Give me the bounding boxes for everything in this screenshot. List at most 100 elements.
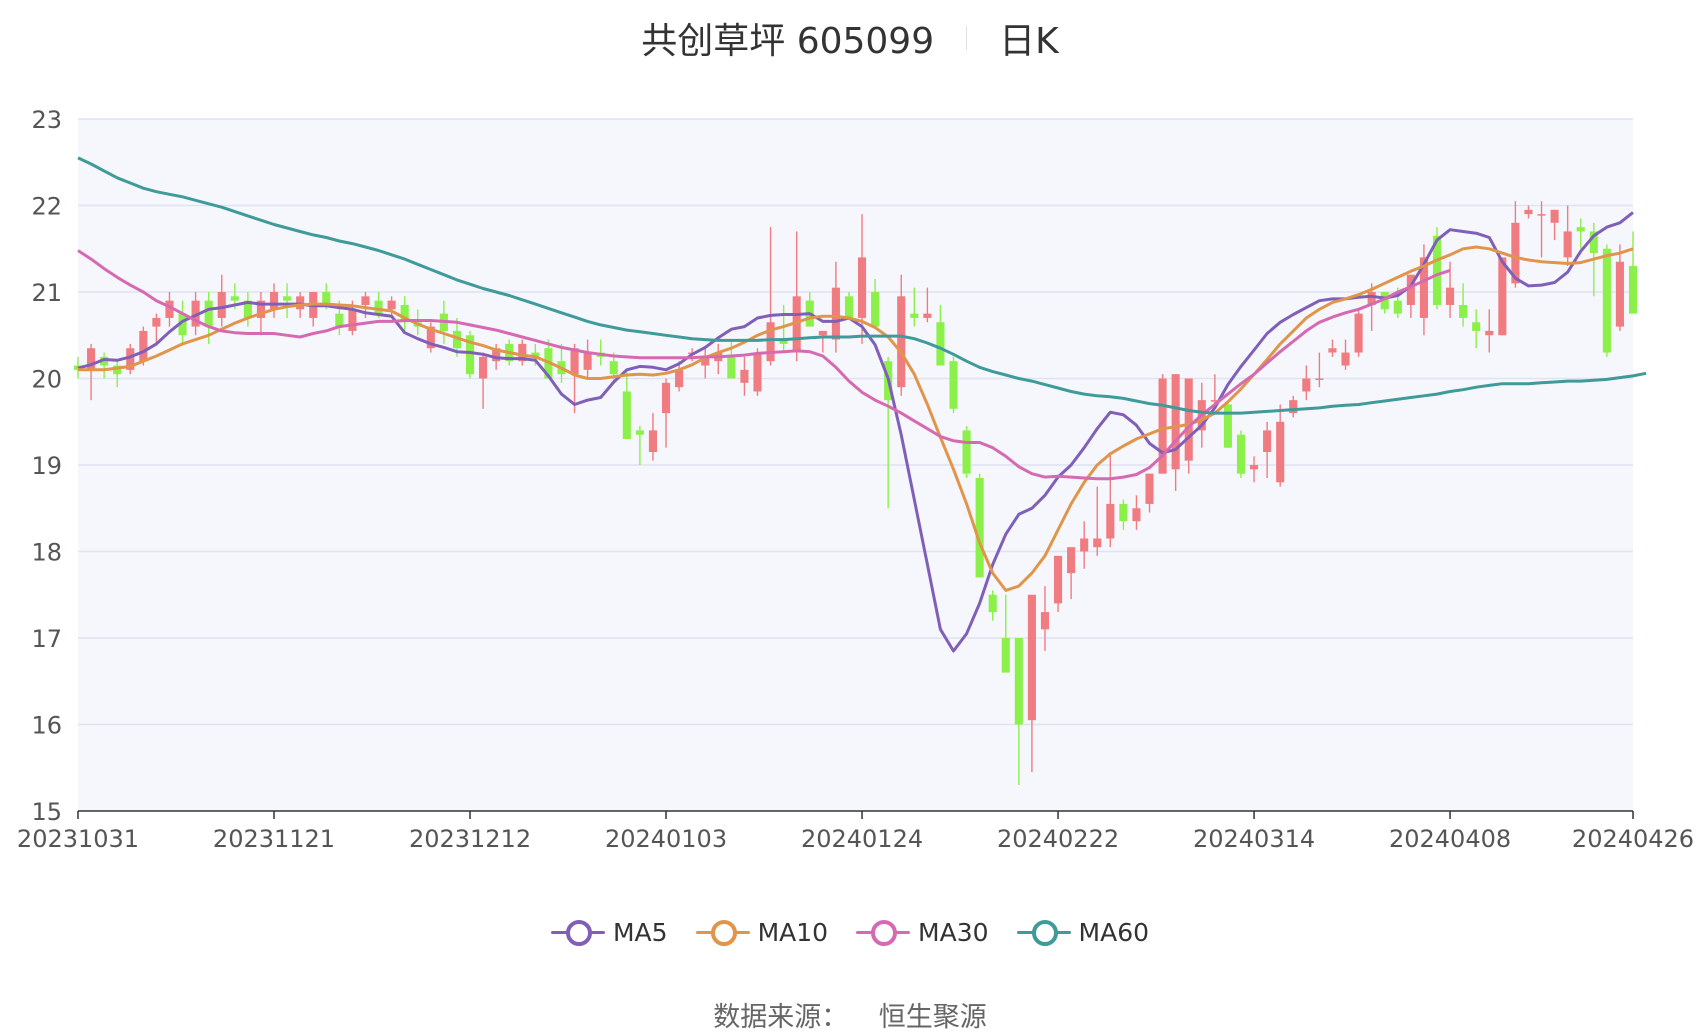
x-tick-label: 20240426 <box>1572 825 1694 853</box>
candle-body <box>243 300 252 318</box>
candle-body <box>139 330 148 362</box>
moving-average-lines <box>77 156 1647 653</box>
candle-body <box>126 348 135 370</box>
x-tick-label: 20240222 <box>997 825 1119 853</box>
legend-item-ma60[interactable]: MA60 <box>1016 917 1150 947</box>
candle-body <box>1406 274 1415 305</box>
candle-body <box>1302 378 1311 392</box>
candle-body <box>1615 261 1624 327</box>
candle-body <box>256 300 265 318</box>
candle-body <box>1602 248 1611 353</box>
legend-marker <box>1016 919 1071 946</box>
candles <box>73 201 1638 786</box>
candle-body <box>426 326 435 349</box>
legend-marker <box>695 919 750 946</box>
candle-body <box>165 300 174 318</box>
legend-label: MA60 <box>1078 917 1150 947</box>
candle-body <box>988 594 997 613</box>
candle-body <box>779 339 788 344</box>
candle-body <box>1145 473 1154 504</box>
candle-body <box>923 313 932 318</box>
candle-body <box>479 356 488 379</box>
candle-body <box>1132 508 1141 522</box>
candle-body <box>1367 292 1376 305</box>
candle-body <box>230 296 239 301</box>
candle-body <box>1184 378 1193 461</box>
candle-body <box>1276 421 1285 483</box>
candle-body <box>1067 547 1076 574</box>
candle-body <box>1210 400 1219 402</box>
candle-body <box>1315 378 1324 380</box>
candle-body <box>1223 404 1232 448</box>
period-label[interactable]: 日K <box>999 21 1059 62</box>
y-tick-label: 22 <box>31 193 62 221</box>
candle-body <box>1459 304 1468 318</box>
candle-body <box>1106 503 1115 539</box>
candle-body <box>1236 434 1246 474</box>
candle-body <box>1158 378 1167 474</box>
legend-item-ma30[interactable]: MA30 <box>856 918 989 947</box>
candle-body <box>857 257 867 318</box>
candle-body <box>1119 503 1128 522</box>
legend-item-ma5[interactable]: MA5 <box>550 917 668 947</box>
candle-body <box>1628 266 1638 314</box>
x-tick-label: 20240408 <box>1389 825 1511 853</box>
y-tick-label: 19 <box>31 452 62 480</box>
candle-body <box>322 292 331 305</box>
candle-body <box>622 391 631 440</box>
candle-body <box>1093 538 1102 548</box>
candle-body <box>962 430 971 474</box>
candle-body <box>1027 594 1036 721</box>
candle-body <box>583 352 592 370</box>
candle-body <box>766 322 775 362</box>
candle-body <box>348 309 357 331</box>
candle-body <box>648 430 658 453</box>
candle-body <box>1001 638 1010 673</box>
candle-body <box>818 330 827 336</box>
y-tick-label: 17 <box>31 625 62 653</box>
x-tick-label: 20240103 <box>605 825 727 853</box>
candle-body <box>1171 374 1180 470</box>
candle-body <box>531 352 540 357</box>
candle-body <box>387 300 396 310</box>
candle-body <box>204 300 213 327</box>
legend-label: MA5 <box>612 917 668 947</box>
candle-body <box>191 300 200 327</box>
legend-marker <box>856 919 911 946</box>
candle-body <box>831 287 840 340</box>
candle-body <box>1563 231 1572 258</box>
candle-body <box>1589 231 1598 254</box>
candle-body <box>1550 209 1559 223</box>
title-separator <box>966 26 968 50</box>
x-tick-label: 20231121 <box>213 825 335 853</box>
x-tick-label: 20231212 <box>409 825 531 853</box>
y-tick-label: 20 <box>31 366 62 394</box>
x-tick-label: 20231031 <box>17 825 139 853</box>
source-label: 数据来源： <box>713 1002 849 1033</box>
candle-body <box>635 430 644 435</box>
candle-body <box>844 296 854 318</box>
candle-body <box>1393 300 1402 314</box>
candle-body <box>1576 227 1585 232</box>
candle-body <box>1472 322 1481 331</box>
candle-body <box>1498 257 1507 336</box>
candle-body <box>152 317 161 327</box>
candle-body <box>936 322 945 366</box>
candle-body <box>1263 430 1272 453</box>
candle-body <box>452 330 462 349</box>
y-tick-label: 16 <box>31 712 62 740</box>
candle-body <box>283 296 292 301</box>
chart-title-bar: 共创草坪 605099 日K <box>0 8 1700 68</box>
data-source: 数据来源： 恒生聚源 <box>0 995 1700 1034</box>
candle-body <box>1485 330 1494 336</box>
y-tick-label: 21 <box>31 279 62 307</box>
candle-body <box>1446 287 1455 305</box>
legend-item-ma10[interactable]: MA10 <box>695 917 829 947</box>
candle-body <box>609 361 618 375</box>
x-tick-label: 20240314 <box>1193 825 1315 853</box>
ma10-line <box>78 245 1634 592</box>
y-tick-label: 23 <box>31 106 62 134</box>
candle-body <box>1289 400 1298 414</box>
legend-label: MA10 <box>757 917 829 947</box>
